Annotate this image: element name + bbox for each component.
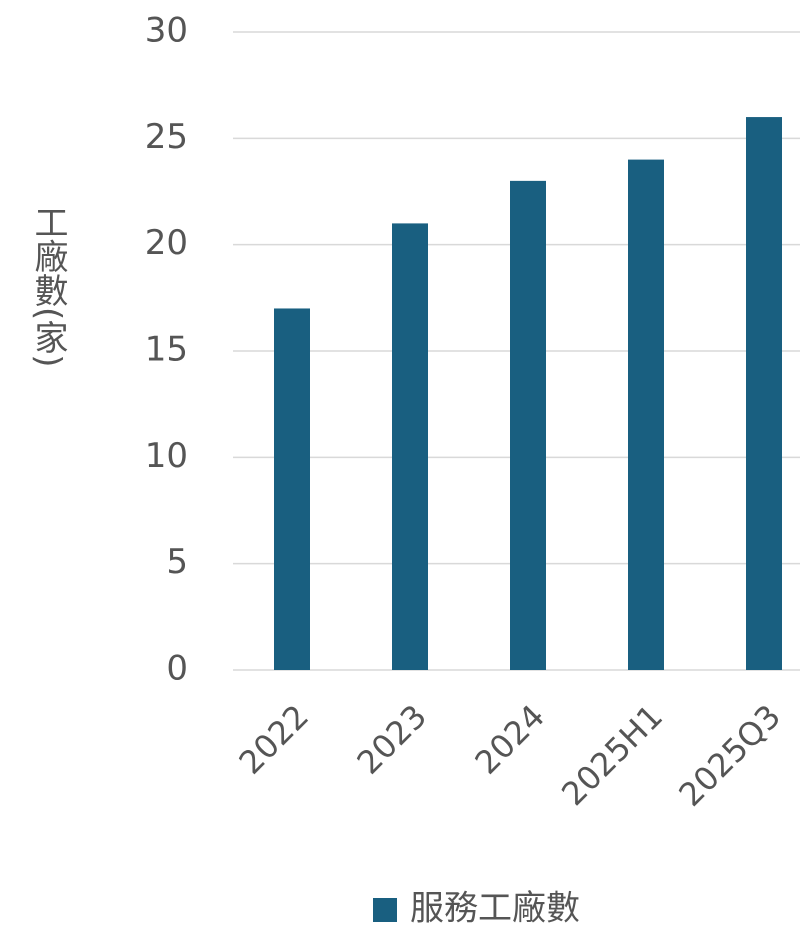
y-tick-label: 15 — [145, 330, 188, 370]
y-tick-label: 20 — [145, 223, 188, 263]
bar — [510, 180, 546, 670]
y-axis-label: 工廠數(家) — [28, 205, 68, 368]
x-tick-label: 2025Q3 — [671, 697, 788, 814]
bar — [628, 159, 664, 670]
y-tick-label: 10 — [145, 436, 188, 476]
x-tick-label: 2025H1 — [554, 697, 670, 813]
legend-label: 服務工廠數 — [410, 889, 580, 929]
x-tick-label: 2023 — [350, 697, 434, 781]
bar — [274, 308, 310, 670]
x-tick-label: 2024 — [468, 697, 552, 781]
bar — [746, 117, 782, 671]
y-tick-label: 30 — [145, 11, 188, 51]
legend-swatch — [373, 898, 397, 922]
bar — [392, 223, 428, 670]
x-tick-label: 2022 — [232, 697, 316, 781]
y-tick-label: 5 — [166, 542, 188, 582]
y-tick-label: 25 — [145, 117, 188, 157]
y-tick-label: 0 — [166, 649, 188, 689]
